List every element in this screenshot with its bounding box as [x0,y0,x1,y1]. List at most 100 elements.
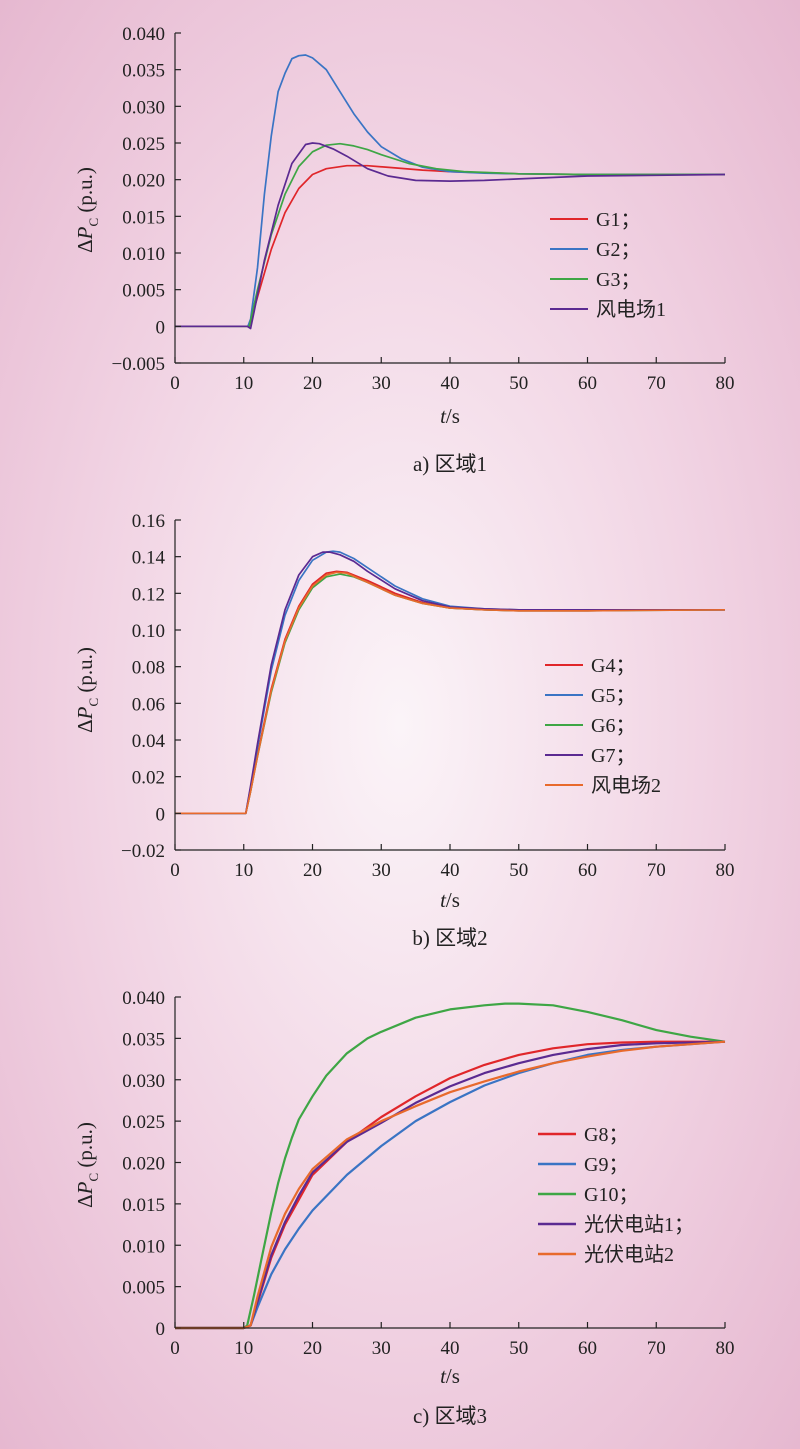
legend-label: 风电场1 [596,298,666,321]
y-tick-label: 0.025 [122,134,165,155]
y-tick-label: 0.015 [122,1195,165,1216]
x-tick-label: 40 [441,373,460,394]
axes [174,519,726,851]
x-tick-label: 50 [509,1338,528,1359]
x-tick-label: 20 [303,1338,322,1359]
x-tick-label: 30 [372,860,391,881]
y-tick-label: 0.06 [132,694,165,715]
series-line-2 [175,54,725,328]
series-line-3 [175,142,725,328]
legend: G1； G2； G3； 风电场1 [550,209,666,321]
panel-a: 0 10 20 30 40 50 60 70 80 0.040 0.035 0.030 0.025 0.0… [73,24,735,476]
y-axis-label: ΔPC (p.u.) [73,1122,101,1208]
legend-label: G3； [596,269,640,291]
legend-label: G7； [591,745,635,767]
y-tick-label: 0.005 [122,281,165,302]
y-tick-label: 0.10 [132,621,165,642]
legend-label: G2； [596,239,640,261]
tick-labels: 0 10 20 30 40 50 60 70 80 0.040 0.035 0.030 0.025 0.0… [122,988,734,1359]
panel-c: 0 10 20 30 40 50 60 70 80 0.040 0.035 0.030 0.025 0.0… [73,988,735,1428]
y-tick-label: 0 [156,804,166,825]
y-tick-label: 0.010 [122,244,165,265]
panel-caption: a) 区域1 [413,452,487,476]
x-tick-label: 70 [647,860,666,881]
series-line-3 [175,1002,726,1330]
y-tick-label: 0.030 [122,1071,165,1092]
legend-label: G10； [584,1184,638,1206]
series-line-4 [175,142,726,330]
x-tick-label: 40 [441,860,460,881]
x-tick-label: 50 [509,373,528,394]
x-tick-label: 60 [578,860,597,881]
tick-labels: 0 10 20 30 40 50 60 70 80 0.16 0.14 0.12 0.10 0.08 0.0… [121,511,734,881]
legend-label: 光伏电站1； [584,1213,694,1236]
x-tick-label: 80 [716,1338,735,1359]
series-line-1 [175,1040,725,1330]
x-tick-label: 70 [647,1338,666,1359]
y-tick-label: 0.015 [122,207,165,228]
x-tick-label: 60 [578,373,597,394]
legend-label: G4； [591,655,635,677]
legend-label: G1； [596,209,640,231]
y-tick-label: −0.005 [112,354,165,375]
y-tick-label: −0.02 [121,841,165,862]
x-tick-label: 40 [441,1338,460,1359]
x-axis-label: t/s [440,1364,460,1388]
y-tick-label: 0.035 [122,61,165,82]
x-tick-label: 0 [170,860,180,881]
y-tick-label: 0.020 [122,1154,165,1175]
panel-caption: c) 区域3 [413,1404,487,1428]
axes [174,996,726,1329]
x-tick-label: 50 [509,860,528,881]
tick-labels: 0 10 20 30 40 50 60 70 80 0.040 0.035 0.030 0.025 0.0… [112,24,735,394]
series-layer [175,54,726,330]
legend-label: G8； [584,1124,628,1146]
x-tick-label: 10 [234,860,253,881]
series-line-5 [175,571,726,815]
x-tick-label: 80 [716,860,735,881]
x-tick-label: 10 [234,1338,253,1359]
series-layer [175,550,726,815]
y-tick-label: 0.04 [132,731,166,752]
x-tick-label: 70 [647,373,666,394]
legend-label: G5； [591,685,635,707]
series-layer [175,1002,726,1330]
y-tick-label: 0.14 [132,548,166,569]
y-tick-label: 0.010 [122,1236,165,1257]
series-line-2 [175,1040,726,1330]
y-tick-label: 0.025 [122,1112,165,1133]
y-tick-label: 0.035 [122,1029,165,1050]
x-tick-label: 80 [716,373,735,394]
legend: G4； G5； G6； G7； 风电场2 [545,655,661,797]
x-tick-label: 20 [303,373,322,394]
series-line-5 [175,1040,726,1330]
series-line-4 [175,1040,726,1330]
panel-caption: b) 区域2 [412,926,487,950]
series-line-4 [175,551,725,815]
x-tick-label: 20 [303,860,322,881]
x-axis-label: t/s [440,404,460,428]
panel-b: 0 10 20 30 40 50 60 70 80 0.16 0.14 0.12 0.10 0.08 0.0… [73,511,735,950]
y-tick-label: 0.040 [122,988,165,1009]
x-tick-label: 10 [234,373,253,394]
legend-label: 风电场2 [591,774,661,797]
x-axis-label: t/s [440,888,460,912]
x-tick-label: 30 [372,1338,391,1359]
y-tick-label: 0.020 [122,171,165,192]
legend: G8； G9； G10； 光伏电站1； 光伏电站2 [538,1124,694,1266]
legend-label: 光伏电站2 [584,1243,674,1266]
series-line-2 [175,550,725,815]
y-tick-label: 0.12 [132,584,165,605]
legend-label: G6； [591,715,635,737]
x-tick-label: 60 [578,1338,597,1359]
y-tick-label: 0 [156,317,166,338]
legend-label: G9； [584,1154,628,1176]
y-tick-label: 0.030 [122,97,165,118]
y-tick-label: 0.16 [132,511,165,532]
y-tick-label: 0.040 [122,24,165,45]
y-axis-label: ΔPC (p.u.) [73,647,101,733]
y-tick-label: 0.005 [122,1278,165,1299]
x-tick-label: 0 [170,373,180,394]
axes [174,32,726,364]
